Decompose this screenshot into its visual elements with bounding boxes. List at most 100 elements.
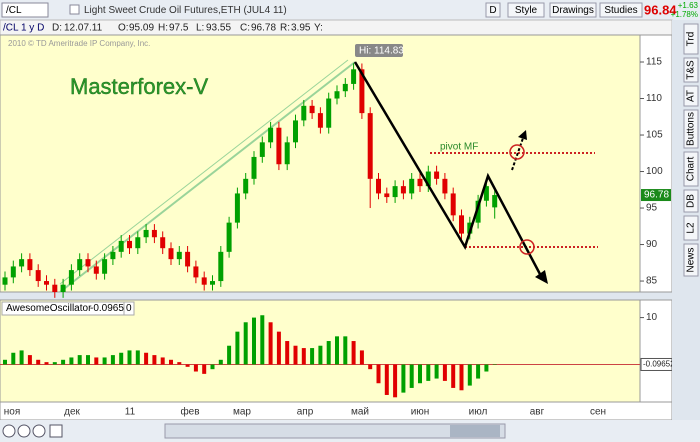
- side-tab[interactable]: [683, 151, 699, 187]
- osc-name: AwesomeOscillator: [6, 303, 92, 314]
- hi-text: Hi:: [359, 45, 371, 56]
- side-tab-label[interactable]: Trd: [686, 32, 697, 47]
- side-tab[interactable]: [683, 109, 699, 149]
- candle-body: [85, 259, 91, 267]
- side-tab-label[interactable]: DB: [686, 194, 697, 208]
- toolbar-button[interactable]: [507, 2, 545, 18]
- osc-bar: [384, 364, 389, 395]
- osc-bar: [27, 355, 32, 365]
- x-tick-label: сен: [590, 407, 606, 418]
- x-tick-label: мар: [233, 407, 251, 418]
- button-label[interactable]: Style: [515, 5, 538, 16]
- info-item: L:: [196, 23, 204, 34]
- osc-bar: [268, 322, 273, 365]
- candle-body: [160, 237, 166, 249]
- side-tab-label[interactable]: T&S: [686, 60, 697, 80]
- target-circle: [519, 239, 535, 255]
- x-tick-label: авг: [530, 407, 545, 418]
- candle-body: [210, 281, 215, 285]
- y-tick-label: 115: [646, 57, 662, 68]
- candle-body: [351, 69, 357, 84]
- button-label[interactable]: Drawings: [552, 5, 594, 16]
- osc-current: -0.0965: [90, 303, 124, 314]
- change-pct: +1.78%: [671, 10, 698, 19]
- info-item: 3.95: [291, 23, 311, 34]
- side-tab[interactable]: [683, 57, 699, 83]
- scroll-left[interactable]: [49, 424, 63, 438]
- toolbar-button[interactable]: [599, 2, 643, 18]
- symbol[interactable]: /CL: [6, 5, 22, 16]
- candle-body: [450, 193, 456, 216]
- osc-bar: [202, 364, 207, 374]
- zoom-tools: [2, 423, 506, 439]
- info-item: 95.09: [129, 23, 154, 34]
- x-tick-label: апр: [297, 407, 314, 418]
- osc-bar: [119, 352, 124, 365]
- candle-body: [334, 91, 340, 99]
- info-item: 12.07.11: [64, 23, 103, 34]
- side-tab[interactable]: [683, 189, 699, 213]
- osc-param: 0: [126, 303, 132, 314]
- side-tab[interactable]: [683, 215, 699, 241]
- osc-bar: [144, 352, 149, 365]
- checkbox[interactable]: [69, 4, 80, 15]
- toolbar-button[interactable]: [549, 2, 597, 18]
- osc-bar: [351, 341, 356, 365]
- candle-body: [10, 266, 16, 278]
- osc-bar: [376, 364, 381, 384]
- candle-body: [317, 113, 323, 128]
- candle-body: [342, 83, 348, 92]
- osc-bar: [401, 364, 406, 393]
- button-label[interactable]: Studies: [604, 5, 637, 16]
- osc-bar: [127, 350, 132, 365]
- side-tab[interactable]: [683, 23, 699, 55]
- info-item: Y:: [314, 23, 323, 34]
- osc-bar: [36, 359, 41, 365]
- candle-body: [442, 178, 448, 194]
- zoom-fit[interactable]: [32, 424, 46, 438]
- osc-bar: [442, 364, 447, 381]
- candle-body: [409, 178, 415, 194]
- scrollbar[interactable]: [164, 423, 506, 439]
- candle-body: [226, 222, 232, 252]
- symbol-box[interactable]: [1, 2, 49, 18]
- osc-bar: [318, 345, 323, 365]
- side-tab-label[interactable]: News: [686, 247, 697, 272]
- y-tick-label: 100: [646, 166, 663, 177]
- target-circle: [509, 144, 525, 160]
- toolbar-button[interactable]: [485, 2, 501, 18]
- side-tab-label[interactable]: L2: [686, 222, 697, 234]
- candle-body: [135, 237, 141, 249]
- side-tab[interactable]: [683, 243, 699, 277]
- x-tick-label: июл: [469, 407, 488, 418]
- osc-bar: [177, 362, 182, 365]
- zoom-out[interactable]: [17, 424, 31, 438]
- osc-bar: [434, 364, 439, 379]
- button-label[interactable]: D: [489, 5, 496, 16]
- zoom-in[interactable]: [2, 424, 16, 438]
- osc-bar: [69, 357, 74, 365]
- candle-body: [492, 195, 498, 208]
- candle-body: [110, 251, 116, 260]
- osc-bar: [61, 359, 66, 365]
- side-tab-label[interactable]: Chart: [686, 157, 697, 182]
- scroll-thumb[interactable]: [450, 425, 500, 437]
- osc-param-box: [123, 301, 135, 316]
- candle-body: [459, 215, 464, 234]
- osc-bar: [326, 341, 331, 365]
- osc-bar: [193, 364, 198, 372]
- candle-body: [434, 171, 440, 179]
- side-tab[interactable]: [683, 85, 699, 107]
- candle-body: [77, 259, 83, 271]
- candle-body: [293, 120, 298, 143]
- price-axis: [639, 34, 673, 293]
- info-item: 96.78: [251, 23, 276, 34]
- osc-bar: [152, 355, 157, 365]
- candle-body: [367, 113, 373, 179]
- osc-bar: [393, 364, 398, 398]
- side-tab-label[interactable]: AT: [686, 90, 697, 102]
- hi-box: [355, 44, 403, 57]
- candle-body: [151, 229, 157, 238]
- y-tick-label: 90: [646, 239, 658, 250]
- side-tab-label[interactable]: Buttons: [686, 112, 697, 146]
